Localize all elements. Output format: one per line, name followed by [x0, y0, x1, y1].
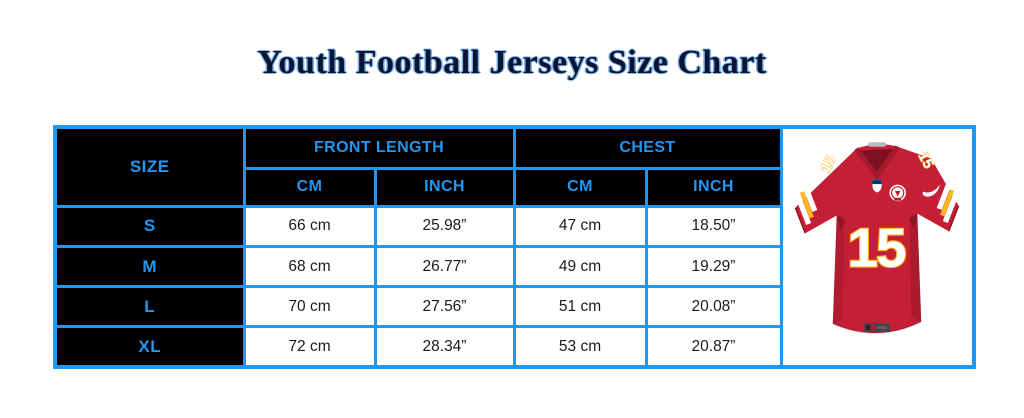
chest-number: 15	[847, 217, 906, 279]
subheader-chest-cm: CM	[512, 166, 648, 208]
collar-band	[854, 145, 900, 181]
front-inch-cell: 27.56”	[373, 285, 516, 329]
chest-cm-cell: 53 cm	[512, 325, 648, 369]
front-cm-cell: 70 cm	[242, 285, 377, 329]
chest-cm-cell: 51 cm	[512, 285, 648, 329]
cuff-seam-right	[947, 205, 960, 232]
size-cell: XL	[53, 325, 246, 369]
front-inch-cell: 26.77”	[373, 244, 516, 289]
chest-inch-cell: 20.08”	[644, 285, 783, 329]
chest-inch-cell: 19.29”	[644, 244, 783, 289]
chest-inch-cell: 20.87”	[644, 325, 783, 369]
chiefs-patch-icon	[889, 184, 906, 202]
jersey-graphic: 15 15	[794, 142, 960, 334]
hem-seam	[832, 321, 922, 334]
inner-collar	[867, 142, 886, 147]
column-header-front-length: FRONT LENGTH	[242, 125, 516, 170]
table-row: S 66 cm 25.98” 47 cm 18.50”	[53, 204, 974, 248]
jock-tag	[863, 323, 890, 332]
jersey-photo-cell: 15 15	[779, 125, 976, 369]
underarm-shade-left	[836, 215, 846, 231]
sleeve-stripes-left	[796, 184, 818, 225]
nike-swoosh-icon	[922, 184, 940, 197]
shoulder-number-right: 15	[914, 149, 936, 171]
chest-cm-cell: 49 cm	[512, 244, 648, 289]
subheader-chest-inch: INCH	[644, 166, 783, 208]
table-row: XL 72 cm 28.34” 53 cm 20.87”	[53, 325, 974, 369]
column-header-size: SIZE	[53, 125, 246, 208]
sleeve-stripes-right	[936, 182, 958, 224]
underarm-shade-right	[909, 213, 918, 229]
table-row: M 68 cm 26.77” 49 cm 19.29”	[53, 244, 974, 289]
size-cell: M	[53, 244, 246, 289]
front-inch-cell: 25.98”	[373, 204, 516, 248]
chest-cm-cell: 47 cm	[512, 204, 648, 248]
nfl-shield-icon	[872, 180, 882, 193]
subheader-front-cm: CM	[242, 166, 377, 208]
jersey-body	[795, 144, 959, 334]
page-title: Youth Football Jerseys Size Chart	[257, 44, 767, 81]
front-inch-cell: 28.34”	[373, 325, 516, 369]
subheader-front-inch: INCH	[373, 166, 516, 208]
table-row: L 70 cm 27.56” 51 cm 20.08”	[53, 285, 974, 329]
front-cm-cell: 68 cm	[242, 244, 377, 289]
neck-opening	[860, 148, 894, 175]
size-cell: S	[53, 204, 246, 248]
column-header-chest: CHEST	[512, 125, 783, 170]
side-shade-left	[832, 215, 845, 324]
front-cm-cell: 66 cm	[242, 204, 377, 248]
jersey-photo: 15 15	[794, 142, 960, 334]
size-cell: L	[53, 285, 246, 329]
cuff-seam-left	[794, 207, 806, 234]
size-chart-table: SIZE FRONT LENGTH CHEST	[53, 125, 976, 369]
shoulder-number-left: 15	[818, 153, 840, 175]
front-cm-cell: 72 cm	[242, 325, 377, 369]
chest-inch-cell: 18.50”	[644, 204, 783, 248]
side-shade-right	[909, 213, 921, 322]
